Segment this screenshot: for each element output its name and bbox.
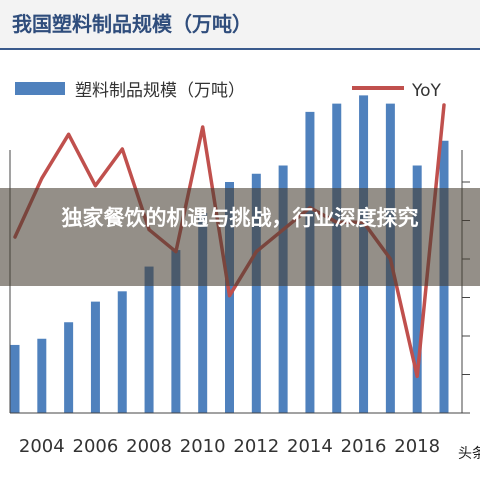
yoy-point xyxy=(40,176,44,180)
bar xyxy=(117,291,127,413)
source-watermark: 头条 xyxy=(458,446,480,462)
x-tick-label: 2006 xyxy=(73,436,119,457)
yoy-point xyxy=(228,294,231,298)
page-title: 我国塑料制品规模（万吨） xyxy=(12,12,252,36)
legend-bar-label: 塑料制品规模（万吨） xyxy=(75,81,245,101)
bar xyxy=(37,338,47,413)
caption-overlay xyxy=(0,188,480,286)
x-tick-label: 2014 xyxy=(287,436,333,457)
bar xyxy=(251,173,261,413)
x-tick-label: 2018 xyxy=(394,436,440,457)
title-divider xyxy=(0,48,480,50)
bar xyxy=(171,250,181,413)
bar xyxy=(198,212,208,413)
caption-text: 独家餐饮的机遇与挑战，行业深度探究 xyxy=(61,206,419,230)
bar xyxy=(10,344,20,413)
bar xyxy=(278,165,288,413)
x-axis-ticks: 2004 2006 2008 2010 2012 2014 2016 2018 xyxy=(19,436,440,457)
legend-bar-swatch xyxy=(15,82,65,95)
yoy-point xyxy=(201,125,205,129)
chart-legend: 塑料制品规模（万吨） YoY xyxy=(15,81,442,101)
bar xyxy=(144,266,154,413)
bar xyxy=(225,182,234,413)
bar xyxy=(64,322,74,413)
yoy-point xyxy=(67,132,71,136)
bar xyxy=(90,301,100,413)
x-tick-label: 2008 xyxy=(126,436,172,457)
yoy-point xyxy=(415,374,419,378)
yoy-point xyxy=(93,184,97,188)
title-bar: 我国塑料制品规模（万吨） xyxy=(0,0,480,50)
legend-line-label: YoY xyxy=(411,81,442,101)
bar xyxy=(412,165,422,413)
x-tick-label: 2012 xyxy=(233,436,279,457)
x-tick-label: 2016 xyxy=(341,436,387,457)
x-tick-label: 2010 xyxy=(180,436,226,457)
yoy-point xyxy=(442,103,446,107)
yoy-point xyxy=(120,147,124,151)
x-tick-label: 2004 xyxy=(19,436,65,457)
